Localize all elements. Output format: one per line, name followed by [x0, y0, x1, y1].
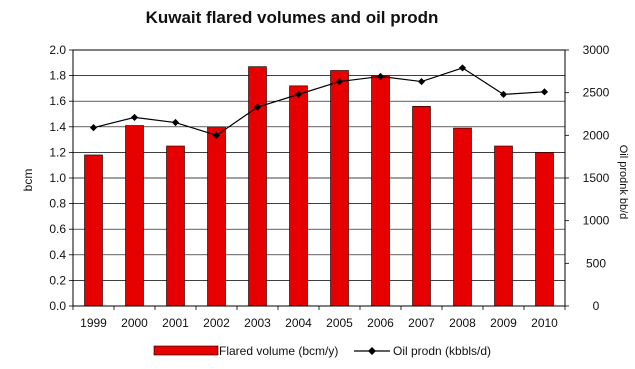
left-tick-label: 0.0 — [49, 299, 66, 313]
line-point-2003 — [253, 103, 262, 111]
bar-2001 — [166, 145, 185, 307]
line-point-2002 — [212, 131, 221, 139]
legend-bar-swatch — [153, 345, 219, 356]
right-tick-label: 3000 — [583, 43, 610, 57]
y-axis-label: bcm — [21, 169, 35, 192]
right-tick-label: 1000 — [583, 214, 610, 228]
bar-2010 — [535, 152, 554, 307]
left-tick-label: 1.8 — [49, 69, 66, 83]
line-point-1999 — [89, 124, 98, 132]
line-point-2004 — [294, 90, 303, 98]
x-tick-label: 2004 — [285, 316, 312, 330]
line-point-2005 — [335, 77, 344, 86]
x-axis-ticks: 1999 2000 2001 2002 2003 2004 2005 2006 2007 2008… — [72, 306, 566, 330]
legend-bar-label: Flared volume (bcm/y) — [219, 344, 338, 358]
x-tick-label: 2009 — [490, 316, 517, 330]
x-tick-label: 2005 — [326, 316, 353, 330]
x-tick-label: 2003 — [244, 316, 271, 330]
bar-2005 — [330, 70, 349, 307]
y2-axis-label: Oil prodnk bb/d — [617, 145, 629, 220]
x-tick-label: 1999 — [80, 316, 107, 330]
left-tick-label: 1.0 — [49, 171, 66, 185]
bar-series — [84, 66, 554, 307]
legend-line-label: Oil prodn (kbbls/d) — [393, 344, 491, 358]
bar-2007 — [412, 106, 431, 307]
left-tick-label: 1.6 — [49, 94, 66, 108]
x-tick-label: 2007 — [408, 316, 435, 330]
chart-title: Kuwait flared volumes and oil prodn — [146, 8, 439, 27]
legend-line-marker — [368, 347, 376, 355]
x-tick-label: 2000 — [121, 316, 148, 330]
left-axis-ticks: 0.0 0.2 0.4 0.6 0.8 1.0 1.2 1.4 1.6 1.8 2.0 — [49, 43, 73, 313]
line-point-2007 — [417, 77, 426, 86]
left-tick-label: 1.2 — [49, 145, 66, 159]
x-tick-label: 2001 — [162, 316, 189, 330]
bar-2004 — [289, 85, 308, 307]
line-series — [89, 64, 549, 139]
left-tick-label: 0.4 — [49, 248, 66, 262]
bar-2006 — [371, 75, 390, 307]
right-tick-label: 500 — [586, 256, 606, 270]
bar-2009 — [494, 145, 513, 307]
x-tick-label: 2010 — [531, 316, 558, 330]
line-point-2006 — [376, 72, 385, 81]
left-tick-label: 0.6 — [49, 222, 66, 236]
bar-1999 — [84, 154, 103, 307]
left-tick-label: 0.2 — [49, 273, 66, 287]
line-point-2009 — [499, 90, 508, 98]
x-tick-label: 2006 — [367, 316, 394, 330]
left-tick-label: 2.0 — [49, 43, 66, 57]
oil-prodn-line — [93, 67, 545, 136]
right-tick-label: 1500 — [583, 171, 610, 185]
line-point-2001 — [171, 118, 180, 127]
bar-2002 — [207, 126, 226, 307]
right-tick-label: 2500 — [583, 86, 610, 100]
x-tick-label: 2008 — [449, 316, 476, 330]
left-tick-label: 1.4 — [49, 120, 66, 134]
bar-2003 — [248, 66, 267, 307]
legend: Flared volume (bcm/y) Oil prodn (kbbls/d… — [153, 344, 491, 358]
line-point-2008 — [458, 64, 467, 72]
x-tick-label: 2002 — [203, 316, 230, 330]
right-axis-ticks: 0 500 1000 1500 2000 2500 3000 — [565, 43, 610, 313]
right-tick-label: 2000 — [583, 128, 610, 142]
line-point-2000 — [130, 113, 139, 122]
right-tick-label: 0 — [593, 299, 600, 313]
left-tick-label: 0.8 — [49, 197, 66, 211]
line-point-2010 — [540, 88, 549, 96]
bar-2000 — [125, 125, 144, 307]
bar-2008 — [453, 127, 472, 307]
